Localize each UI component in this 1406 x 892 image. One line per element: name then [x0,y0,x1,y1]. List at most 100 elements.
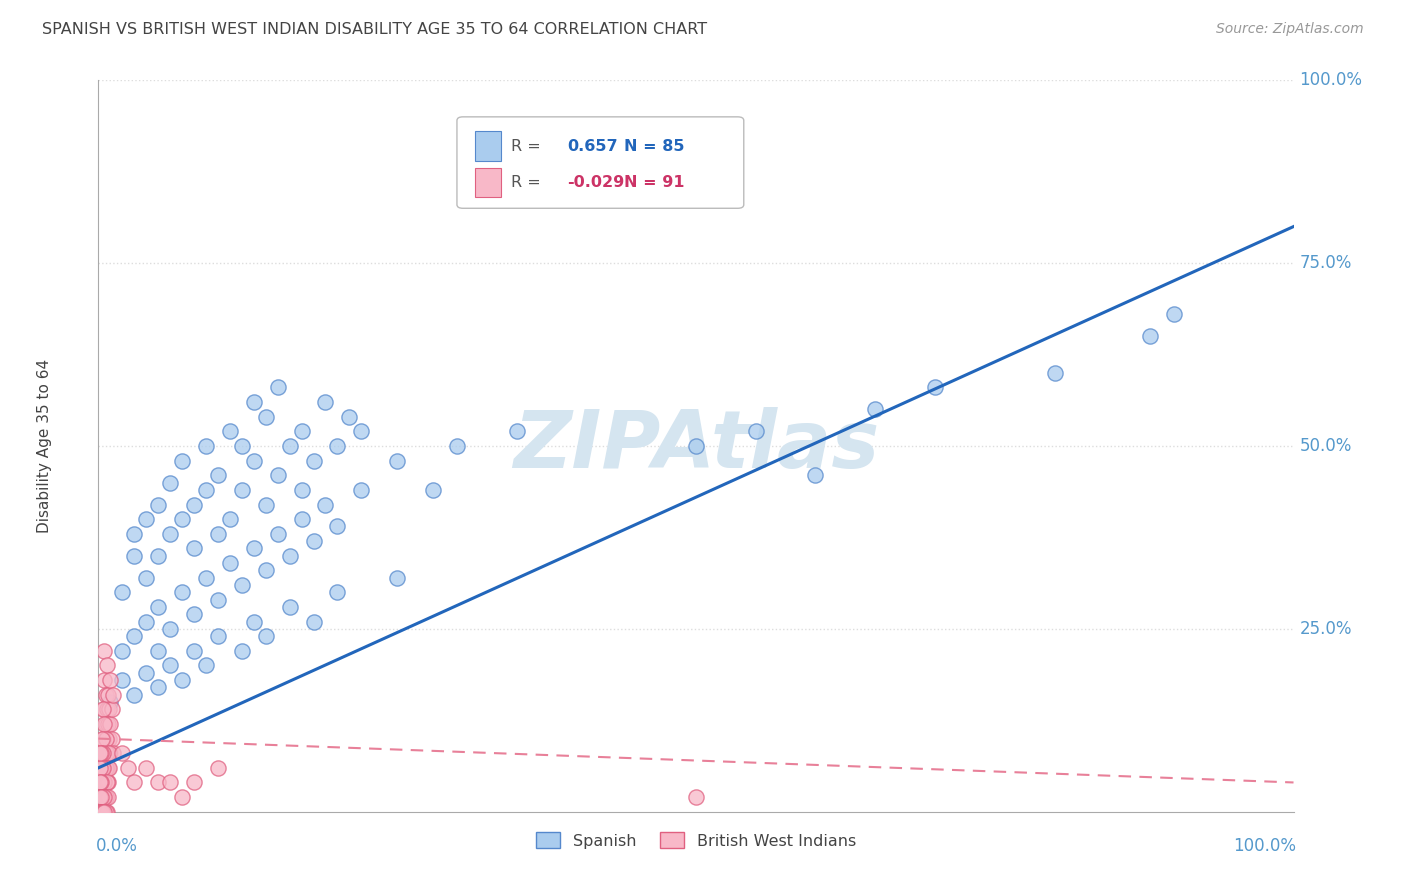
Text: SPANISH VS BRITISH WEST INDIAN DISABILITY AGE 35 TO 64 CORRELATION CHART: SPANISH VS BRITISH WEST INDIAN DISABILIT… [42,22,707,37]
Point [91,761,114,775]
Point [93,790,115,805]
Point [422,483,444,497]
Point [195,658,218,673]
Point [97,790,120,805]
Point [159,775,181,789]
Point [124,549,146,563]
Point [1043,366,1066,380]
Point [89,805,111,819]
Point [96,761,118,775]
Point [291,425,314,439]
Point [207,629,229,643]
Point [91,761,114,775]
Point [94,746,117,760]
FancyBboxPatch shape [457,117,744,209]
Point [135,761,157,775]
Point [231,439,253,453]
Point [278,549,301,563]
Point [93,805,115,819]
Point [135,665,157,680]
Point [93,644,115,658]
Point [506,425,529,439]
Point [91,805,114,819]
Point [90,805,112,819]
Point [924,380,946,394]
Point [685,790,707,805]
Point [159,475,181,490]
Point [97,746,120,760]
Point [91,805,114,819]
Point [315,395,337,409]
Point [94,688,117,702]
Point [98,731,121,746]
Point [291,512,314,526]
Point [243,453,266,467]
Point [98,702,121,716]
Point [98,673,122,687]
Point [90,805,112,819]
Point [278,439,301,453]
Text: R =: R = [510,175,546,190]
Text: Source: ZipAtlas.com: Source: ZipAtlas.com [1216,22,1364,37]
Bar [475,131,501,161]
Point [1139,329,1161,343]
Text: 50.0%: 50.0% [1299,437,1353,455]
Text: 25.0%: 25.0% [1299,620,1353,638]
Point [685,439,707,453]
Point [91,790,114,805]
Point [94,805,117,819]
Point [94,717,117,731]
Point [350,483,373,497]
Point [231,483,253,497]
Text: 0.0%: 0.0% [96,838,138,855]
Point [148,681,170,695]
Point [89,775,111,789]
Point [350,425,373,439]
Point [231,578,253,592]
Point [98,761,121,775]
Point [91,702,114,716]
Point [101,746,124,760]
Point [254,498,277,512]
Point [91,805,114,819]
Text: N = 91: N = 91 [624,175,685,190]
Point [89,775,111,789]
Point [91,731,114,746]
Text: 0.657: 0.657 [567,138,617,153]
Point [865,402,887,417]
Point [148,599,170,614]
Point [267,380,290,394]
Point [91,790,114,805]
Point [254,409,277,424]
Point [89,761,111,775]
Point [124,526,146,541]
Point [90,790,112,805]
Point [291,483,314,497]
Point [91,790,114,805]
Point [195,483,218,497]
Point [93,673,115,687]
Point [148,775,170,789]
Point [326,585,349,599]
Point [97,688,120,702]
Point [135,571,157,585]
Point [183,607,205,622]
Point [111,673,134,687]
Point [97,717,120,731]
Point [183,775,205,789]
Text: N = 85: N = 85 [624,138,685,153]
Point [385,453,409,467]
Point [89,790,111,805]
Point [98,695,122,709]
Point [278,599,301,614]
Point [96,658,118,673]
Point [91,790,114,805]
Point [91,775,114,789]
Point [148,498,170,512]
Point [93,717,115,731]
Point [267,526,290,541]
Text: 75.0%: 75.0% [1299,254,1353,272]
Point [385,571,409,585]
Point [159,622,181,636]
Point [326,439,349,453]
